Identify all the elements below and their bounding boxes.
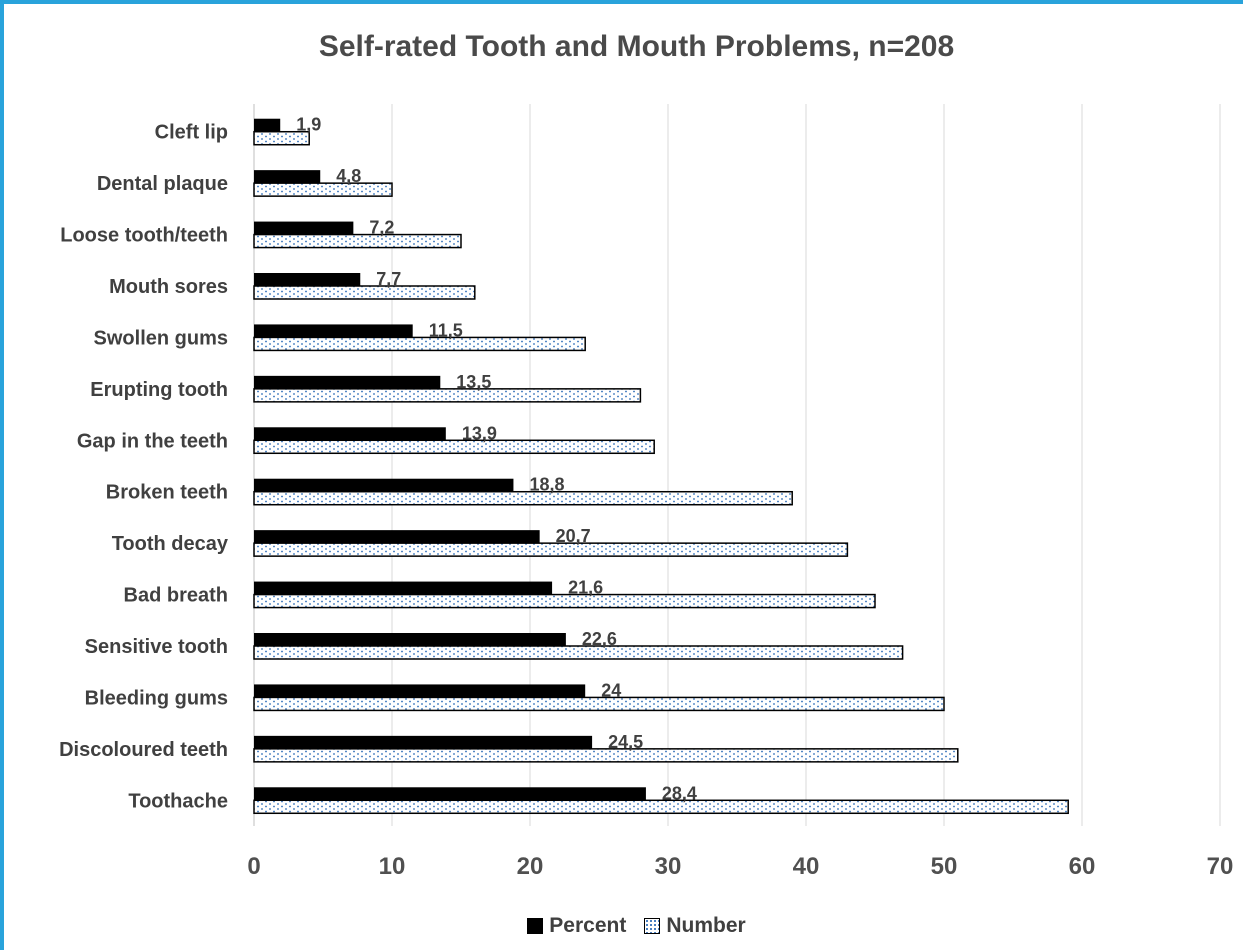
legend-label-percent: Percent xyxy=(549,914,627,937)
data-label-percent: 28,4 xyxy=(662,783,697,803)
x-tick-label: 30 xyxy=(655,853,682,880)
category-label: Erupting tooth xyxy=(90,379,228,401)
data-label-percent: 1,9 xyxy=(296,115,321,135)
data-label-percent: 18,8 xyxy=(529,475,564,495)
bar-number xyxy=(253,696,945,712)
x-tick-label: 70 xyxy=(1207,853,1234,880)
category-label: Discoloured teeth xyxy=(59,739,228,761)
bar-number xyxy=(253,336,586,352)
bar-percent xyxy=(254,118,281,132)
category-label: Mouth sores xyxy=(109,276,228,298)
category-label: Dental plaque xyxy=(97,173,228,195)
chart-title: Self-rated Tooth and Mouth Problems, n=2… xyxy=(318,30,955,63)
legend-swatch-percent xyxy=(527,918,544,934)
bar-percent xyxy=(254,427,446,441)
bar-percent xyxy=(254,375,441,389)
x-tick-label: 0 xyxy=(247,853,260,880)
bar-percent xyxy=(254,735,593,749)
category-label: Gap in the teeth xyxy=(77,430,228,452)
category-label: Loose tooth/teeth xyxy=(60,225,228,247)
x-tick-label: 20 xyxy=(517,853,544,880)
category-label: Tooth decay xyxy=(112,533,229,555)
data-label-percent: 7,2 xyxy=(369,218,394,238)
data-label-percent: 13,5 xyxy=(456,372,491,392)
bar-percent xyxy=(254,324,413,338)
bar-number xyxy=(253,285,476,300)
data-label-percent: 4,8 xyxy=(336,166,361,186)
bar-number xyxy=(253,388,642,403)
bar-number xyxy=(253,233,462,249)
bar-number xyxy=(253,593,876,609)
category-label: Toothache xyxy=(128,790,228,812)
bar-percent xyxy=(254,170,321,184)
bar-percent xyxy=(254,633,566,646)
x-tick-label: 50 xyxy=(931,853,958,880)
bars xyxy=(253,118,1069,815)
category-label: Swollen gums xyxy=(94,327,228,349)
bar-number xyxy=(253,439,655,455)
data-label-percent: 13,9 xyxy=(462,423,497,443)
data-label-percent: 22,6 xyxy=(582,629,617,649)
data-label-percent: 24 xyxy=(601,680,621,700)
data-label-percent: 24,5 xyxy=(608,732,643,752)
category-label: Cleft lip xyxy=(155,122,228,144)
legend: Percent Number xyxy=(0,914,1243,938)
bar-number xyxy=(253,182,393,197)
bar-percent xyxy=(254,787,646,801)
bar-percent xyxy=(254,221,354,235)
legend-item-percent: Percent xyxy=(527,914,626,938)
data-label-percent: 21,6 xyxy=(568,578,603,598)
legend-label-number: Number xyxy=(666,914,746,937)
bar-number xyxy=(253,130,310,146)
legend-item-number: Number xyxy=(644,914,746,938)
x-tick-labels: 0 10 20 30 40 50 60 70 xyxy=(247,853,1233,880)
bar-number xyxy=(253,799,1069,815)
category-label: Bleeding gums xyxy=(85,687,228,709)
category-label: Broken teeth xyxy=(106,482,228,504)
x-tick-label: 40 xyxy=(793,853,820,880)
data-label-percent: 7,7 xyxy=(376,269,401,289)
data-label-percent: 20,7 xyxy=(556,526,591,546)
bar-number xyxy=(253,542,849,557)
bar-percent xyxy=(254,530,540,544)
category-labels: Cleft lip Dental plaque Loose tooth/teeth M… xyxy=(59,122,229,813)
bar-number xyxy=(253,490,793,506)
bar-percent xyxy=(254,273,361,286)
bar-percent xyxy=(254,684,586,698)
bar-number xyxy=(253,748,959,763)
bar-percent xyxy=(254,581,553,595)
bar-percent xyxy=(254,478,514,492)
x-tick-label: 60 xyxy=(1069,853,1096,880)
category-label: Sensitive tooth xyxy=(85,636,228,658)
bar-number xyxy=(253,645,904,660)
data-label-percent: 11,5 xyxy=(429,320,463,340)
data-labels: 1,9 4,8 7,2 7,7 11,5 13,5 13,9 18,8 20,7 21,6 22,6… xyxy=(296,115,697,804)
category-label: Bad breath xyxy=(124,585,228,607)
legend-swatch-number xyxy=(644,918,661,934)
x-tick-label: 10 xyxy=(379,853,406,880)
gridlines xyxy=(253,104,1221,826)
